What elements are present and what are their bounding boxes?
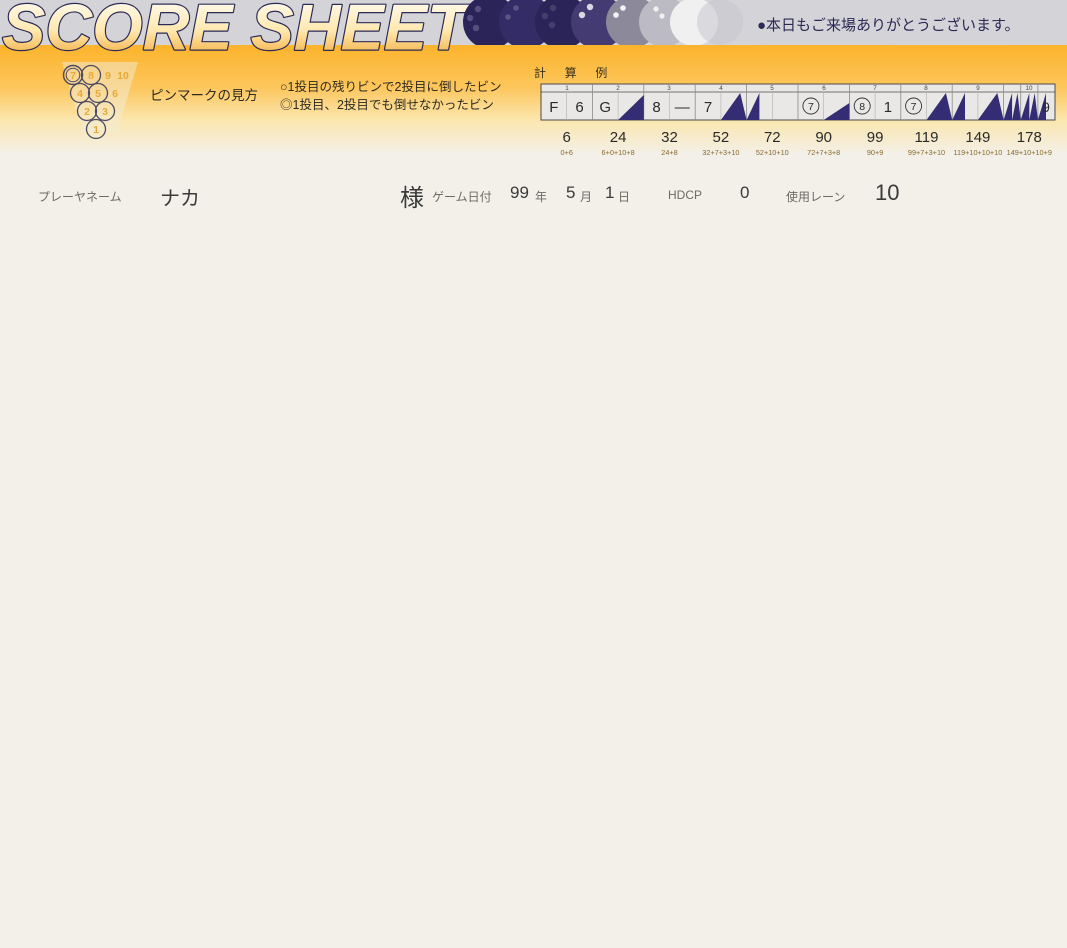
svg-text:52+10+10: 52+10+10 xyxy=(756,148,789,157)
svg-text:2: 2 xyxy=(616,85,620,92)
svg-text:10: 10 xyxy=(1025,85,1033,92)
svg-text:6: 6 xyxy=(112,88,118,100)
svg-text:2: 2 xyxy=(84,106,90,118)
svg-text:119: 119 xyxy=(915,129,939,146)
svg-text:7: 7 xyxy=(704,99,712,116)
svg-text:90+9: 90+9 xyxy=(867,148,883,157)
svg-text:0+6: 0+6 xyxy=(561,148,573,157)
svg-text:6: 6 xyxy=(822,85,826,92)
svg-text:7: 7 xyxy=(873,85,877,92)
svg-text:32: 32 xyxy=(661,129,678,146)
svg-text:7: 7 xyxy=(911,101,917,113)
svg-text:8: 8 xyxy=(924,85,928,92)
svg-text:4: 4 xyxy=(719,85,723,92)
svg-text:9: 9 xyxy=(105,70,111,82)
svg-text:10: 10 xyxy=(117,70,129,82)
svg-text:—: — xyxy=(675,99,690,116)
svg-text:6: 6 xyxy=(575,99,583,116)
svg-text:52: 52 xyxy=(713,129,730,146)
svg-text:9: 9 xyxy=(976,85,980,92)
svg-text:72: 72 xyxy=(764,129,781,146)
svg-text:1: 1 xyxy=(884,99,892,116)
svg-text:6: 6 xyxy=(563,129,571,146)
svg-text:9: 9 xyxy=(1042,99,1050,115)
svg-text:32+7+3+10: 32+7+3+10 xyxy=(702,148,739,157)
svg-text:1: 1 xyxy=(93,124,99,136)
svg-text:SCORE SHEET: SCORE SHEET xyxy=(2,0,472,63)
svg-text:99: 99 xyxy=(867,129,884,146)
svg-text:8: 8 xyxy=(859,101,865,113)
svg-text:6+0+10+8: 6+0+10+8 xyxy=(602,148,635,157)
svg-text:3: 3 xyxy=(102,106,108,118)
svg-text:G: G xyxy=(599,99,611,116)
svg-text:90: 90 xyxy=(815,129,832,146)
svg-text:99+7+3+10: 99+7+3+10 xyxy=(908,148,945,157)
svg-text:8: 8 xyxy=(652,99,660,116)
svg-text:119+10+10+10: 119+10+10+10 xyxy=(954,148,1003,157)
svg-text:24: 24 xyxy=(610,129,627,146)
svg-text:5: 5 xyxy=(95,88,101,100)
svg-text:8: 8 xyxy=(88,70,94,82)
svg-text:72+7+3+8: 72+7+3+8 xyxy=(807,148,840,157)
svg-text:149+10+10+9: 149+10+10+9 xyxy=(1007,148,1052,157)
svg-text:7: 7 xyxy=(70,70,76,82)
svg-text:F: F xyxy=(549,99,558,116)
svg-text:1: 1 xyxy=(565,85,569,92)
svg-text:149: 149 xyxy=(965,129,990,146)
svg-text:7: 7 xyxy=(808,101,814,113)
svg-text:4: 4 xyxy=(77,88,83,100)
svg-text:178: 178 xyxy=(1017,129,1042,146)
svg-text:24+8: 24+8 xyxy=(661,148,677,157)
svg-text:3: 3 xyxy=(667,85,671,92)
svg-text:5: 5 xyxy=(770,85,774,92)
